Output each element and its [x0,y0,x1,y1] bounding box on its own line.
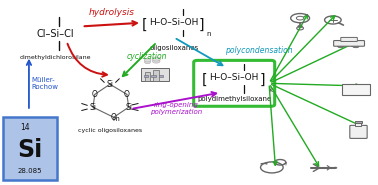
Text: H–O–Si–OH: H–O–Si–OH [209,73,259,82]
Text: cyclization: cyclization [127,52,167,61]
Text: Si: Si [107,80,113,89]
Circle shape [352,44,359,48]
Text: n: n [206,31,211,37]
Text: k: k [268,87,272,93]
Text: polycondensation: polycondensation [225,46,293,55]
Text: Müller-
Rochow: Müller- Rochow [32,77,59,90]
Text: ]: ] [260,73,265,87]
Text: Si: Si [90,103,96,112]
Text: [: [ [142,18,148,32]
Circle shape [152,57,160,61]
Text: Cl–Si–Cl: Cl–Si–Cl [37,29,74,39]
FancyBboxPatch shape [341,37,357,41]
FancyBboxPatch shape [153,70,159,80]
FancyBboxPatch shape [159,75,163,77]
Text: Si: Si [125,103,132,112]
Text: ring-opening
polymerization: ring-opening polymerization [150,102,202,115]
Text: ]: ] [199,18,204,32]
FancyBboxPatch shape [194,60,275,106]
Text: dimethyldichlorosilane: dimethyldichlorosilane [20,55,91,60]
FancyBboxPatch shape [3,117,57,180]
Text: oligosiloxanes: oligosiloxanes [149,46,198,51]
Circle shape [338,44,344,48]
FancyBboxPatch shape [334,41,364,46]
FancyBboxPatch shape [151,75,156,77]
FancyBboxPatch shape [342,83,370,95]
Text: O: O [111,113,117,122]
FancyBboxPatch shape [350,125,367,138]
Text: Si: Si [17,138,42,162]
Text: O: O [92,90,98,99]
Text: H–O–Si–OH: H–O–Si–OH [149,18,198,27]
Circle shape [152,59,160,63]
FancyBboxPatch shape [355,123,361,126]
Text: [: [ [202,73,208,87]
Text: hydrolysis: hydrolysis [89,8,135,17]
FancyBboxPatch shape [144,75,148,77]
Text: 28.085: 28.085 [18,169,42,174]
Circle shape [298,25,302,28]
Text: m: m [112,116,119,122]
Circle shape [144,61,150,64]
FancyBboxPatch shape [144,72,150,80]
Circle shape [348,85,356,89]
FancyBboxPatch shape [355,121,362,123]
Text: O: O [124,90,130,99]
FancyBboxPatch shape [141,68,169,80]
Text: 14: 14 [20,123,30,132]
Circle shape [334,167,337,169]
Circle shape [144,59,151,62]
Text: polydimethylsiloxane: polydimethylsiloxane [197,96,271,102]
Text: cyclic oligosiloxanes: cyclic oligosiloxanes [78,128,142,133]
